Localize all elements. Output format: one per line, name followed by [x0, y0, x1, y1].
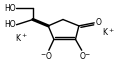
Text: −: − — [83, 51, 89, 56]
Text: HO: HO — [4, 4, 16, 13]
Text: HO: HO — [4, 20, 16, 29]
Text: O: O — [95, 18, 101, 27]
Text: −: − — [40, 51, 45, 56]
Text: +: + — [21, 33, 26, 38]
Text: +: + — [108, 28, 113, 33]
Text: O: O — [45, 52, 51, 61]
Text: K: K — [15, 34, 20, 43]
Text: O: O — [79, 52, 84, 61]
Text: K: K — [101, 28, 106, 38]
